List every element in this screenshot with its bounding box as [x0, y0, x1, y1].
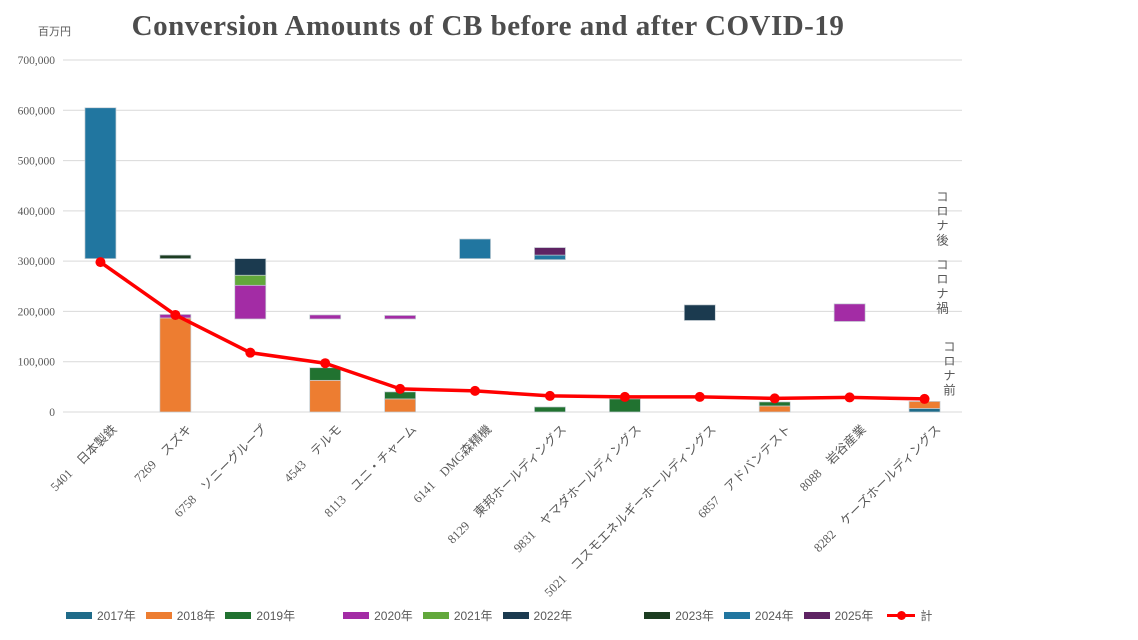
- legend-item-2023: 2023年: [644, 607, 714, 624]
- total-dot-6857: [769, 393, 780, 404]
- y-tick-label: 400,000: [18, 206, 56, 218]
- legend-label-2025: 2025年: [834, 608, 874, 623]
- y-tick-label: 100,000: [18, 357, 56, 369]
- legend-item-2025: 2025年: [803, 607, 874, 624]
- total-dot-8113: [395, 383, 406, 394]
- legend-item-2022: 2022年: [502, 607, 573, 624]
- x-label-5401: 5401 日本製鉄: [47, 421, 120, 494]
- legend-total-line-marker: [887, 610, 916, 620]
- legend-swatch-2022: [502, 611, 529, 619]
- annotation-covid-before: コロナ前: [941, 340, 955, 398]
- legend-item-2021: 2021年: [422, 607, 493, 624]
- legend-label-total: 計: [920, 608, 933, 623]
- bar-segment-6857-2018: [758, 405, 791, 413]
- legend-label-2017: 2017年: [97, 608, 136, 623]
- total-dot-5021: [694, 391, 705, 402]
- legend-total-dot: [897, 610, 907, 620]
- x-label-9831: 9831 ヤマダホールディングス: [510, 422, 644, 556]
- y-tick-label: 200,000: [18, 306, 56, 318]
- legend-item-2020: 2020年: [343, 607, 413, 624]
- total-dot-5401: [95, 257, 106, 268]
- bar-segment-8129-2025: [534, 247, 566, 256]
- legend-item-2024: 2024年: [723, 607, 794, 624]
- legend-label-2020: 2020年: [374, 608, 413, 623]
- bar-segment-8129-2019: [534, 406, 566, 413]
- bar-segment-6141-2024: [459, 238, 491, 259]
- legend-swatch-2020: [343, 611, 370, 619]
- bar-segment-8088-2020: [833, 303, 866, 322]
- x-label-8129: 8129 東邦ホールディングス: [444, 422, 569, 547]
- bar-segment-6758-2020: [234, 284, 267, 320]
- total-dot-4543: [320, 358, 331, 369]
- legend-label-2024: 2024年: [754, 608, 794, 623]
- legend-swatch-2023: [644, 611, 671, 619]
- x-label-6141: 6141 DMG森精機: [410, 421, 495, 506]
- total-dot-6758: [245, 347, 256, 358]
- legend-swatch-2017: [66, 611, 92, 619]
- legend-label-2018: 2018年: [176, 608, 216, 623]
- legend-item-total: 計: [887, 607, 932, 624]
- x-label-8282: 8282 ケーズホールディングス: [810, 422, 943, 555]
- bar-segment-6758-2021: [234, 274, 267, 286]
- legend-label-2021: 2021年: [453, 608, 493, 623]
- x-label-7269: 7269 スズキ: [131, 422, 195, 486]
- bar-segment-8113-2018: [384, 398, 416, 413]
- legend-swatch-2019: [225, 611, 252, 619]
- bar-segment-5401-2024: [84, 107, 117, 259]
- bar-segment-8129-2024: [534, 254, 566, 260]
- legend-item-2018: 2018年: [145, 607, 216, 624]
- x-label-8088: 8088 岩谷産業: [796, 421, 869, 494]
- bar-segment-4543-2019: [309, 367, 342, 381]
- y-axis-unit-label: 百万円: [38, 26, 71, 38]
- legend-swatch-2025: [803, 611, 830, 619]
- total-dot-7269: [170, 309, 181, 320]
- chart-legend: 2017年 2018年 2019年 2020年 2021年 2022年 2023年 2024年…: [66, 606, 932, 624]
- legend-swatch-2021: [422, 611, 449, 619]
- bar-segment-8113-2020: [384, 315, 416, 320]
- legend-label-2022: 2022年: [533, 608, 573, 623]
- legend-label-2023: 2023年: [675, 608, 714, 623]
- x-label-5021: 5021 コスモエネルギーホールディングス: [541, 422, 719, 600]
- annotation-covid-after: コロナ後: [934, 190, 948, 248]
- x-label-4543: 4543 テルモ: [281, 422, 344, 485]
- legend-label-2019: 2019年: [256, 608, 296, 623]
- total-dot-6141: [470, 385, 481, 396]
- y-tick-label: 700,000: [18, 55, 56, 67]
- bar-segment-7269-2018: [159, 317, 192, 413]
- bar-segment-4543-2020: [309, 314, 342, 320]
- total-dot-8282: [919, 393, 930, 404]
- y-tick-label: 300,000: [18, 256, 56, 268]
- total-dot-9831: [619, 391, 630, 402]
- legend-item-2019: 2019年: [225, 607, 295, 624]
- chart-title: Conversion Amounts of CB before and afte…: [131, 10, 845, 42]
- bar-segment-4543-2018: [309, 379, 342, 413]
- bar-segment-5021-2022: [683, 304, 716, 321]
- bar-segment-7269-2023: [159, 254, 192, 259]
- total-line: [98, 260, 927, 401]
- y-tick-label: 500,000: [18, 156, 56, 168]
- total-dot-8088: [844, 392, 855, 403]
- annotation-covid-during: コロナ禍: [934, 258, 948, 316]
- y-tick-label: 600,000: [18, 105, 56, 117]
- legend-swatch-2018: [145, 611, 172, 619]
- legend-item-2017: 2017年: [66, 607, 136, 624]
- bar-segment-6758-2022: [234, 258, 267, 276]
- bar-segment-8282-2017: [908, 408, 941, 413]
- y-tick-label: 0: [49, 407, 55, 419]
- total-dot-8129: [544, 390, 555, 401]
- legend-swatch-2024: [723, 611, 750, 619]
